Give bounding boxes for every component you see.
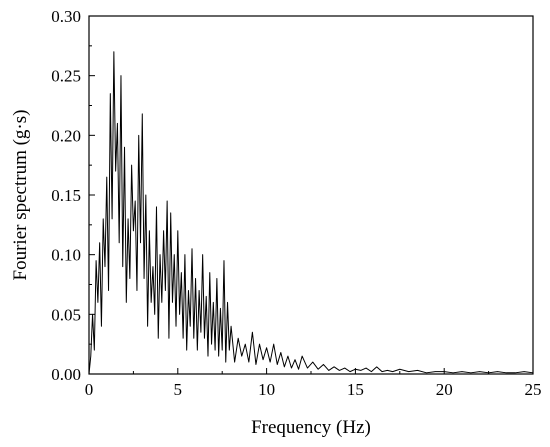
x-tick-label: 15 (347, 380, 364, 399)
y-tick-label: 0.05 (51, 305, 81, 324)
axis-tick-labels: 0 5 10 15 20 25 0.00 0.05 0.10 0.15 0.20 0.25 0.30 (51, 7, 541, 399)
plot-frame (88, 15, 534, 375)
x-tick-label: 10 (258, 380, 275, 399)
y-tick-label: 0.10 (51, 246, 81, 265)
x-tick-label: 20 (436, 380, 453, 399)
x-tick-label: 0 (85, 380, 94, 399)
y-tick-label: 0.30 (51, 7, 81, 26)
y-tick-label: 0.15 (51, 186, 81, 205)
axis-ticks (88, 15, 534, 375)
x-tick-label: 25 (525, 380, 542, 399)
y-axis-label: Fourier spectrum (g·s) (10, 110, 31, 281)
series-line (88, 51, 534, 375)
y-tick-label: 0.00 (51, 365, 81, 384)
x-tick-label: 5 (174, 380, 183, 399)
y-tick-label: 0.20 (51, 126, 81, 145)
y-tick-label: 0.25 (51, 67, 81, 86)
x-axis-label: Frequency (Hz) (251, 417, 371, 438)
